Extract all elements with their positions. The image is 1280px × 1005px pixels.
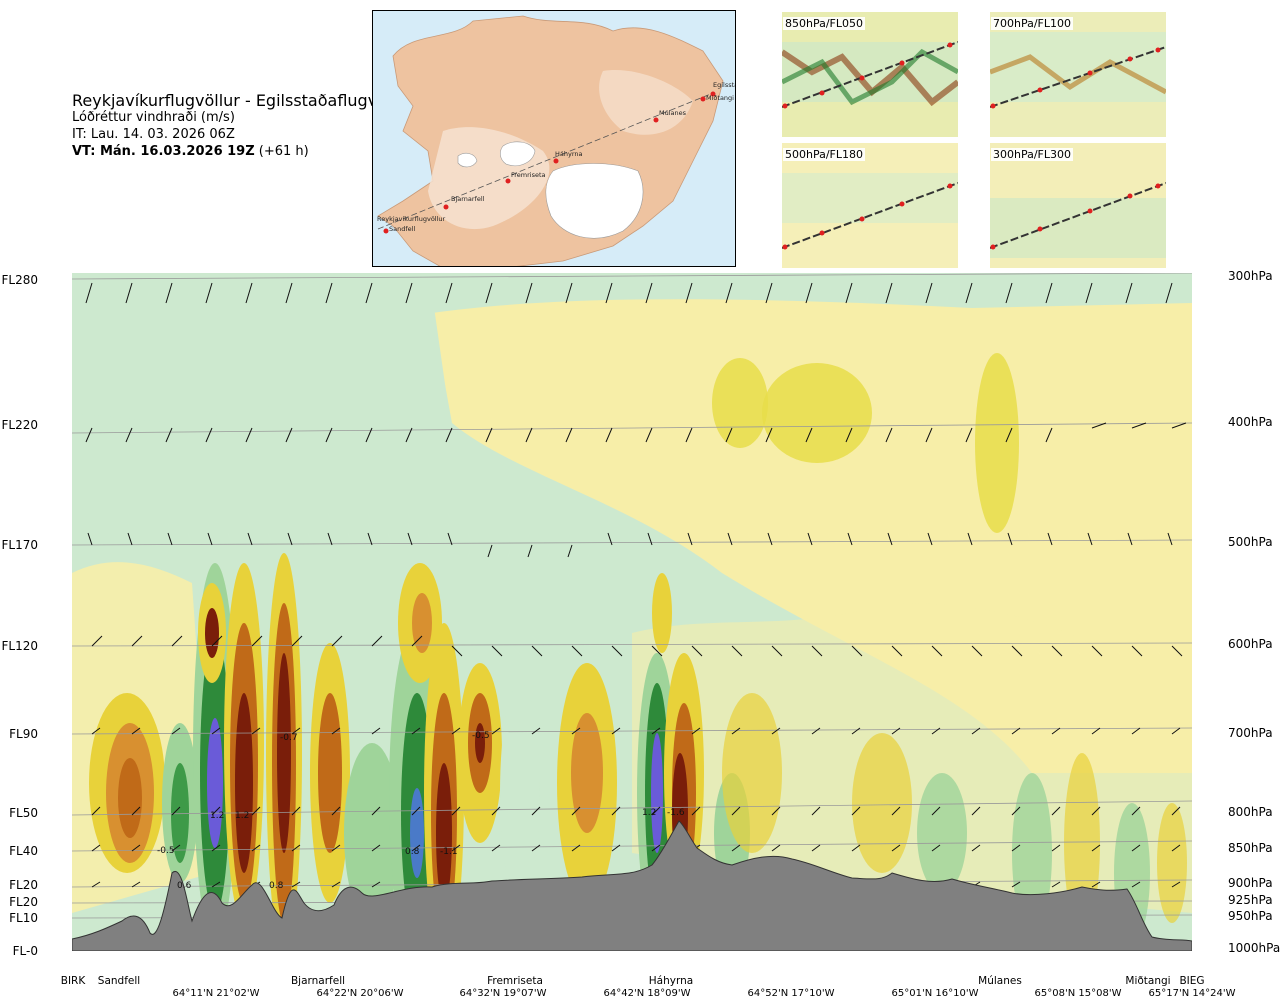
place-label: Bjarnarfell	[290, 975, 346, 987]
inset-850-graphic	[782, 12, 958, 137]
map-label-hahyrna: Háhyrna	[555, 150, 583, 158]
route-map-graphic: Reykjavíkurflugvöllur Sandfell Bjarnarfe…	[373, 11, 736, 266]
inset-500-label: 500hPa/FL180	[783, 148, 866, 161]
pressure-label: 900hPa	[1228, 876, 1273, 890]
coord-label: 65°01'N 16°10'W	[891, 988, 979, 999]
coord-label: 64°52'N 17°10'W	[747, 988, 835, 999]
pressure-label: 400hPa	[1228, 415, 1273, 429]
coord-label: 64°22'N 20°06'W	[316, 988, 404, 999]
contour-label: 1.2	[642, 808, 656, 818]
place-label: BIRK	[60, 975, 86, 987]
inset-300-graphic	[990, 143, 1166, 268]
fl-label: FL120	[1, 639, 39, 653]
place-label: Miðtangi	[1125, 975, 1171, 987]
coord-label: 64°32'N 19°07'W	[459, 988, 547, 999]
pressure-label: 300hPa	[1228, 269, 1273, 283]
fl-label: FL10	[9, 911, 38, 925]
contour-label: -0.7	[280, 733, 298, 743]
title-block: Reykjavíkurflugvöllur - Egilsstaðaflugvö…	[72, 92, 413, 160]
lead-time: (+61 h)	[258, 144, 309, 159]
place-label: Fremriseta	[487, 975, 543, 987]
contour-label: -1.1	[440, 847, 458, 857]
inset-700: 700hPa/FL100	[990, 12, 1166, 137]
coord-label: 65°17'N 14°24'W	[1148, 988, 1236, 999]
place-label: Sandfell	[97, 975, 141, 987]
inset-300: 300hPa/FL300	[990, 143, 1166, 268]
inset-700-graphic	[990, 12, 1166, 137]
map-label-mulanes: Múlanes	[659, 109, 687, 117]
contour-label: 1.2	[235, 811, 249, 821]
coord-label: 65°08'N 15°08'W	[1034, 988, 1122, 999]
fl-label: FL20	[9, 895, 38, 909]
coord-label: 64°42'N 18°09'W	[603, 988, 691, 999]
contour-labels: -0.5 0.6 1.2 1.2 -0.7 0.8 0.8 -1.1 -0.5 …	[157, 731, 685, 891]
pressure-label: 800hPa	[1228, 805, 1273, 819]
route-map: Reykjavíkurflugvöllur Sandfell Bjarnarfe…	[372, 10, 736, 267]
wave-cells	[89, 553, 1187, 951]
cross-section-plot: -0.5 0.6 1.2 1.2 -0.7 0.8 0.8 -1.1 -0.5 …	[72, 273, 1192, 951]
pressure-label: 600hPa	[1228, 637, 1273, 651]
pressure-label: 1000hPa	[1228, 941, 1280, 955]
contour-label: -0.5	[157, 846, 175, 856]
parameter-label: Lóðréttur vindhraði (m/s)	[72, 110, 235, 125]
map-label-egilsstadir: Egilsstaðir	[713, 81, 736, 89]
route-title: Reykjavíkurflugvöllur - Egilsstaðaflugvö…	[72, 91, 413, 110]
contour-label: -0.5	[472, 731, 490, 741]
valid-time-line: VT: Mán. 16.03.2026 19Z (+61 h)	[72, 143, 413, 160]
pressure-label: 500hPa	[1228, 535, 1273, 549]
pressure-label: 925hPa	[1228, 893, 1273, 907]
terrain-profile	[72, 820, 1192, 951]
contour-label: 1.2	[210, 811, 224, 821]
place-label: Múlanes	[978, 975, 1022, 987]
inset-500-graphic	[782, 143, 958, 268]
fl-label: FL20	[9, 878, 38, 892]
fl-label: FL-0	[12, 944, 38, 958]
fl-label: FL280	[1, 273, 39, 287]
pressure-label: 950hPa	[1228, 909, 1273, 923]
pressure-label: 850hPa	[1228, 841, 1273, 855]
place-label: Háhyrna	[648, 975, 694, 987]
inset-300-label: 300hPa/FL300	[991, 148, 1074, 161]
map-label-bjarnarfell: Bjarnarfell	[451, 195, 485, 203]
inset-850-label: 850hPa/FL050	[783, 17, 866, 30]
coord-label: 64°11'N 21°02'W	[172, 988, 260, 999]
issue-time: IT: Lau. 14. 03. 2026 06Z	[72, 127, 235, 142]
inset-850: 850hPa/FL050	[782, 12, 958, 137]
map-label-fremriseta: Fremriseta	[511, 171, 546, 179]
fl-label: FL170	[1, 538, 39, 552]
contour-label: 0.8	[405, 847, 420, 857]
valid-time: VT: Mán. 16.03.2026 19Z	[72, 144, 255, 159]
fl-label: FL90	[9, 727, 38, 741]
map-label-sandfell: Sandfell	[389, 225, 415, 233]
inset-500: 500hPa/FL180	[782, 143, 958, 268]
vatnajokull-glacier	[545, 163, 644, 239]
map-label-midtangi: Miðtangi	[706, 94, 734, 102]
map-label-rvk: Reykjavíkurflugvöllur	[377, 215, 446, 223]
pressure-label: 700hPa	[1228, 726, 1273, 740]
fl-label: FL50	[9, 806, 38, 820]
contour-label: -1.6	[667, 808, 685, 818]
fl-label: FL40	[9, 844, 38, 858]
contour-label: 0.6	[177, 881, 192, 891]
fl-label: FL220	[1, 418, 39, 432]
inset-700-label: 700hPa/FL100	[991, 17, 1074, 30]
place-label: BIEG	[1179, 975, 1205, 987]
contour-label: 0.8	[269, 881, 284, 891]
